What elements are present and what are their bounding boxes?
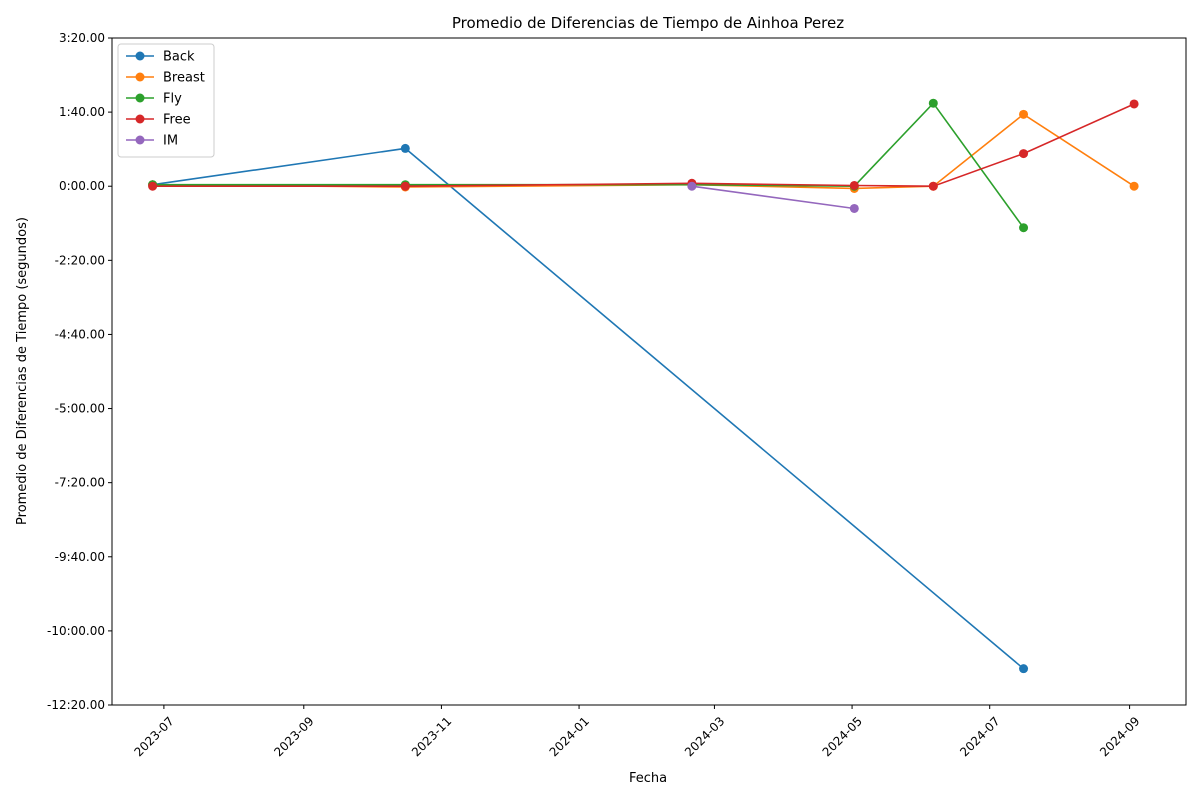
legend: Back Breast Fly Free IM bbox=[117, 43, 215, 158]
data-point bbox=[849, 180, 859, 190]
y-tick-label: -2:20.00 bbox=[55, 253, 105, 267]
data-point bbox=[1019, 223, 1029, 233]
data-point bbox=[400, 143, 410, 153]
data-point bbox=[1129, 181, 1139, 191]
y-axis: 3:20.00 1:40.00 0:00.00 -2:20.00 -4:40.00 -5:… bbox=[47, 31, 112, 712]
y-tick-label: 3:20.00 bbox=[59, 31, 105, 45]
series-layer bbox=[148, 98, 1139, 674]
legend-label: Fly bbox=[163, 92, 182, 107]
legend-label: Breast bbox=[163, 71, 205, 86]
y-tick-label: 1:40.00 bbox=[59, 105, 105, 119]
y-axis-label: Promedio de Diferencias de Tiempo (segun… bbox=[15, 217, 30, 525]
legend-label: IM bbox=[163, 134, 178, 149]
x-axis-label: Fecha bbox=[629, 771, 667, 786]
data-point bbox=[148, 181, 158, 191]
y-tick-label: -7:20.00 bbox=[55, 476, 105, 490]
y-tick-label: -9:40.00 bbox=[55, 550, 105, 564]
y-tick-label: -5:00.00 bbox=[55, 402, 105, 416]
legend-marker bbox=[135, 93, 145, 103]
data-point bbox=[1019, 109, 1029, 119]
data-point bbox=[928, 98, 938, 108]
legend-marker bbox=[135, 51, 145, 61]
series-im bbox=[687, 181, 859, 213]
data-point bbox=[849, 203, 859, 213]
y-tick-label: -4:40.00 bbox=[55, 327, 105, 341]
legend-marker bbox=[135, 114, 145, 124]
legend-marker bbox=[135, 135, 145, 145]
y-tick-label: -10:00.00 bbox=[47, 624, 105, 638]
chart-title: Promedio de Diferencias de Tiempo de Ain… bbox=[452, 14, 844, 32]
legend-label: Back bbox=[163, 50, 195, 65]
plot-frame bbox=[111, 37, 1187, 706]
data-point bbox=[1019, 664, 1029, 674]
series-line bbox=[152, 101, 1025, 229]
legend-marker bbox=[135, 72, 145, 82]
data-point bbox=[687, 181, 697, 191]
series-free bbox=[148, 99, 1139, 191]
series-line bbox=[691, 185, 855, 210]
data-point bbox=[928, 181, 938, 191]
data-point bbox=[400, 181, 410, 191]
y-tick-label: 0:00.00 bbox=[59, 179, 105, 193]
data-point bbox=[1129, 99, 1139, 109]
y-tick-label: -12:20.00 bbox=[47, 698, 105, 712]
legend-box bbox=[117, 43, 215, 158]
legend-label: Free bbox=[163, 113, 191, 128]
data-point bbox=[1019, 149, 1029, 159]
